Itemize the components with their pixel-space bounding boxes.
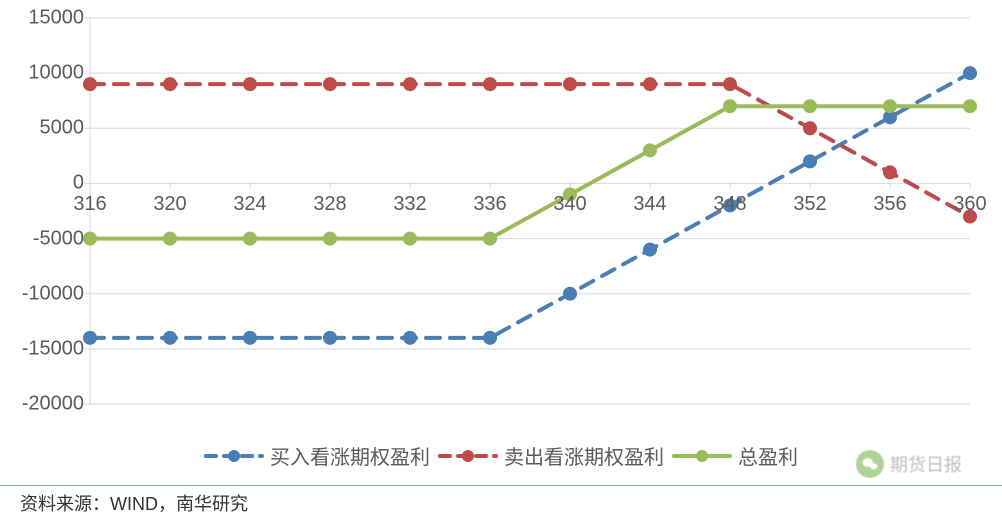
y-tick-label: 0 (4, 172, 84, 195)
watermark: 期货日报 (856, 450, 962, 478)
legend-swatch (438, 446, 498, 466)
y-tick-label: 5000 (4, 117, 84, 140)
legend-label: 买入看涨期权盈利 (270, 441, 430, 470)
chart-legend: 买入看涨期权盈利 卖出看涨期权盈利 总盈利 (0, 441, 1002, 470)
x-tick-label: 328 (313, 193, 346, 216)
y-tick-label: 10000 (4, 62, 84, 85)
legend-swatch (204, 446, 264, 466)
series-sell_call_profit (90, 84, 970, 216)
options-profit-chart: -20000 -15000 -10000 -5000 0 5000 10000 15000 3… (0, 0, 1002, 464)
y-tick-label: -5000 (4, 227, 84, 250)
x-tick-label: 344 (633, 193, 666, 216)
x-tick-label: 336 (473, 193, 506, 216)
x-tick-label: 356 (873, 193, 906, 216)
series-buy_call_profit (90, 73, 970, 338)
x-tick-label: 316 (73, 193, 106, 216)
wechat-icon (856, 450, 884, 478)
legend-label: 卖出看涨期权盈利 (504, 441, 664, 470)
legend-item-sell_call_profit: 卖出看涨期权盈利 (438, 441, 664, 470)
legend-label: 总盈利 (738, 441, 798, 470)
x-tick-label: 320 (153, 193, 186, 216)
watermark-text: 期货日报 (890, 451, 962, 477)
series-total_profit (90, 106, 970, 238)
legend-swatch (672, 446, 732, 466)
x-tick-label: 348 (713, 193, 746, 216)
divider-line (0, 485, 1002, 486)
x-tick-label: 340 (553, 193, 586, 216)
legend-item-total_profit: 总盈利 (672, 441, 798, 470)
y-tick-label: -10000 (4, 282, 84, 305)
y-tick-label: -20000 (4, 393, 84, 416)
legend-item-buy_call_profit: 买入看涨期权盈利 (204, 441, 430, 470)
x-tick-label: 324 (233, 193, 266, 216)
y-tick-label: 15000 (4, 7, 84, 30)
x-tick-label: 360 (953, 193, 986, 216)
source-attribution: 资料来源：WIND，南华研究 (20, 490, 248, 516)
x-tick-label: 352 (793, 193, 826, 216)
x-tick-label: 332 (393, 193, 426, 216)
y-tick-label: -15000 (4, 337, 84, 360)
